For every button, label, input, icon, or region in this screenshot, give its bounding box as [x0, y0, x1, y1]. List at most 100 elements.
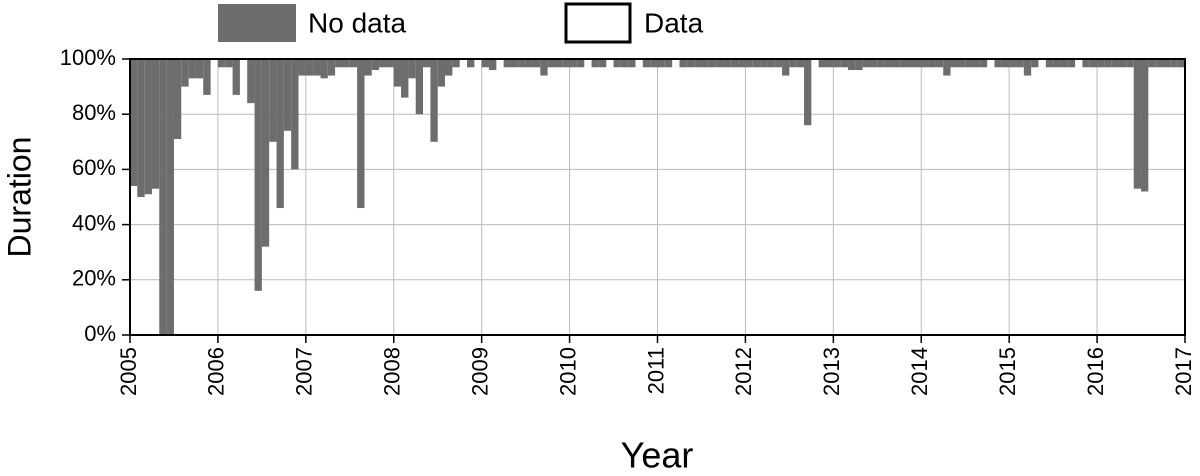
bar-segment: [1134, 189, 1141, 335]
bar-segment: [357, 208, 364, 335]
bar-segment: [840, 59, 849, 68]
bar-segment: [723, 59, 731, 68]
bar-segment: [921, 59, 929, 68]
bar-segment: [247, 59, 255, 104]
bar-segment: [496, 59, 503, 335]
bar-segment: [283, 59, 292, 131]
bar-segment: [504, 67, 511, 335]
bar-segment: [488, 59, 497, 71]
legend-swatch: [218, 4, 296, 42]
bar-segment: [327, 59, 336, 76]
bar-segment: [716, 67, 723, 335]
bar-segment: [591, 59, 599, 68]
bar-segment: [262, 247, 269, 335]
bar-segment: [980, 67, 987, 335]
bar-segment: [1075, 59, 1082, 335]
bar-segment: [855, 70, 862, 335]
bar-segment: [935, 59, 944, 68]
bar-segment: [291, 59, 299, 170]
bar-segment: [797, 67, 804, 335]
bar-segment: [349, 59, 358, 68]
bar-segment: [1097, 67, 1104, 335]
bar-segment: [1082, 67, 1089, 335]
bar-segment: [658, 67, 665, 335]
bar-segment: [445, 59, 453, 76]
bar-segment: [657, 59, 665, 68]
plot-frame: [129, 58, 1186, 336]
bar-segment: [664, 59, 673, 68]
bar-segment: [511, 67, 518, 335]
bar-segment: [1126, 59, 1134, 68]
bar-segment: [1001, 59, 1010, 68]
bar-segment: [892, 67, 899, 335]
bar-segment: [466, 59, 475, 68]
bar-segment: [819, 67, 826, 335]
bar-segment: [130, 186, 137, 335]
bar-segment: [701, 59, 709, 68]
bar-segment: [482, 67, 489, 335]
bar-segment: [430, 59, 438, 142]
bar-segment: [525, 59, 533, 68]
bar-segment: [350, 67, 357, 335]
bar-segment: [1170, 67, 1177, 335]
bar-segment: [767, 67, 774, 335]
bar-segment: [540, 76, 547, 335]
bar-segment: [709, 67, 716, 335]
bar-segment: [687, 67, 694, 335]
bar-segment: [899, 67, 906, 335]
legend-label: Data: [644, 7, 704, 38]
bar-segment: [181, 59, 189, 87]
bar-segment: [965, 67, 972, 335]
bar-segment: [562, 67, 569, 335]
bar-segment: [789, 67, 796, 335]
bar-segment: [1038, 59, 1045, 335]
bar-segment: [1163, 59, 1171, 68]
bar-segment: [188, 59, 196, 79]
bar-segment: [137, 59, 145, 197]
bar-segment: [730, 59, 739, 68]
bar-segment: [891, 59, 900, 68]
y-tick-label: 40%: [72, 210, 116, 235]
bar-segment: [957, 59, 966, 68]
bar-segment: [130, 59, 138, 186]
bar-segment: [1009, 67, 1016, 335]
bar-segment: [401, 59, 409, 98]
bar-segment: [738, 67, 745, 335]
bar-segment: [1097, 59, 1105, 68]
bar-segment: [423, 67, 430, 335]
bar-segment: [614, 67, 621, 335]
x-tick-label: 2005: [116, 347, 141, 396]
bar-segment: [716, 59, 724, 68]
bar-segment: [225, 67, 232, 335]
bar-segment: [958, 67, 965, 335]
bar-segment: [767, 59, 775, 68]
bar-segment: [357, 59, 365, 209]
x-tick-label: 2008: [380, 347, 405, 396]
bar-segment: [379, 67, 386, 335]
bar-segment: [994, 59, 1002, 68]
bar-segment: [884, 59, 892, 68]
bar-segment: [467, 67, 474, 335]
bar-segment: [994, 67, 1001, 335]
bar-segment: [225, 59, 233, 68]
bar-segment: [540, 59, 548, 76]
x-tick-label: 2010: [555, 347, 580, 396]
bar-segment: [694, 59, 702, 68]
bar-segment: [1082, 59, 1090, 68]
bar-segment: [1156, 67, 1163, 335]
bar-segment: [269, 142, 276, 335]
bar-segment: [1148, 59, 1156, 68]
bar-segment: [166, 59, 174, 335]
bar-segment: [1046, 67, 1053, 335]
legend-swatch: [564, 2, 632, 44]
bar-segment: [526, 67, 533, 335]
bar-segment: [782, 59, 790, 76]
bar-segment: [694, 67, 701, 335]
bar-segment: [606, 59, 613, 335]
bar-segment: [145, 194, 152, 335]
bar-segment: [943, 76, 950, 335]
bar-segment: [914, 67, 921, 335]
bar-segment: [437, 59, 446, 87]
bar-segment: [569, 59, 577, 68]
